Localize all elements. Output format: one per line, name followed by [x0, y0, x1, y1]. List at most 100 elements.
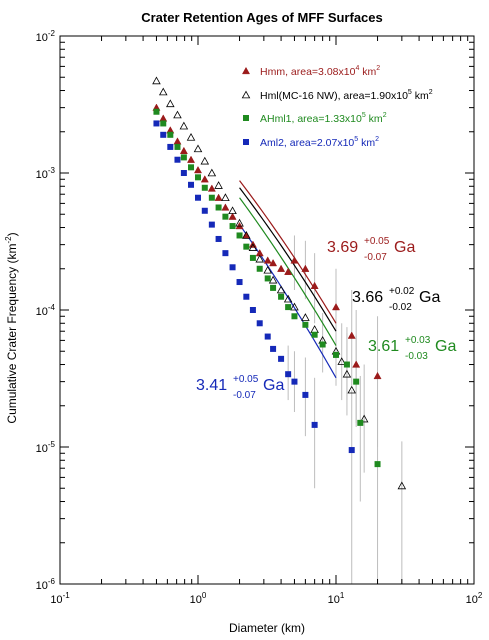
legend-label-exp: 5	[354, 136, 358, 143]
hmm-data-point	[347, 331, 356, 339]
hmm-data-point	[373, 371, 382, 380]
ahml1-data-point	[311, 331, 318, 338]
error-bars	[287, 235, 403, 584]
hml-data-point	[310, 325, 319, 333]
legend-label-unit: km	[412, 90, 429, 102]
legend-marker-hmm	[241, 66, 251, 75]
hmm-data-point	[214, 193, 223, 201]
x-tick-label-base: 10	[328, 594, 340, 606]
ahml1-data-point	[291, 313, 298, 320]
aml2-data-point	[311, 421, 318, 428]
legend-label-unit-exp: 2	[383, 112, 387, 119]
ahml1-data-point	[201, 184, 208, 191]
hmm-data-point	[186, 155, 196, 163]
legend-item-hmm: Hmm, area=3.08x104 km2	[241, 65, 380, 78]
x-tick-label-base: 10	[190, 594, 202, 606]
hmm-data-point	[173, 137, 182, 145]
ahml1-data-point	[353, 378, 360, 385]
y-axis-title-sup: -2	[4, 236, 13, 244]
legend-label-unit: km	[359, 66, 376, 78]
hml-data-point	[263, 265, 272, 274]
hmm-fit-curve	[239, 180, 337, 324]
y-tick-label-exp: -5	[48, 440, 56, 449]
ahml1-data-point	[188, 164, 195, 171]
age-unit-ahml1: Ga	[435, 338, 456, 355]
hml-data-point	[276, 285, 286, 294]
legend-label-exp: 5	[362, 112, 366, 119]
aml2-data-point	[264, 333, 271, 340]
hmm-data-point	[179, 146, 188, 155]
ahml1-data-point	[167, 131, 174, 138]
age-minus-ahml1: -0.03	[405, 351, 428, 362]
x-tick-label-base: 10	[50, 594, 62, 606]
data-points	[152, 76, 407, 490]
aml2-data-point	[153, 120, 160, 127]
ahml1-data-point	[270, 284, 277, 291]
age-plus-hmm: +0.05	[364, 236, 390, 247]
legend-item-ahml1: AHml1, area=1.33x105 km2	[243, 112, 387, 125]
legend-label-unit-exp: 2	[376, 65, 380, 72]
ahml1-data-point	[249, 254, 256, 261]
aml2-data-point	[243, 293, 250, 300]
legend-label-unit: km	[358, 137, 375, 149]
age-value-ahml1: 3.61	[368, 338, 399, 355]
hmm-data-point	[263, 256, 272, 264]
ahml1-data-point	[208, 194, 215, 201]
aml2-data-point	[180, 170, 187, 176]
age-value-hml: 3.66	[352, 289, 383, 306]
age-label-ahml1: 3.61 +0.03 -0.03 Ga	[368, 335, 456, 362]
aml2-data-point	[208, 221, 215, 228]
x-tick-label-exp: 2	[478, 591, 483, 600]
hml-data-point	[248, 243, 258, 251]
legend-item-aml2: Aml2, area=2.07x105 km2	[243, 136, 379, 149]
aml2-data-point	[201, 207, 208, 214]
hml-fit-curve	[239, 187, 337, 332]
legend-label-text: Hmm, area=3.08x10	[260, 66, 356, 78]
aml2-data-point	[348, 447, 355, 454]
y-tick-label: 10-3	[36, 166, 56, 181]
ahml1-data-point	[222, 213, 229, 220]
hml-data-point	[158, 87, 168, 96]
legend-label-text: Hml(MC-16 NW), area=1.90x10	[260, 90, 408, 102]
legend-label-exp: 5	[408, 89, 412, 96]
legend-marker-ahml1	[243, 115, 249, 121]
hmm-data-point	[284, 267, 293, 275]
hml-data-point	[347, 385, 357, 394]
age-value-hmm: 3.69	[327, 239, 358, 256]
y-tick-label-exp: -6	[48, 577, 56, 586]
age-minus-aml2: -0.07	[233, 390, 256, 401]
aml2-data-point	[188, 181, 195, 188]
aml2-data-point	[270, 345, 277, 352]
y-axis-title-main: Cumulative Crater Frequency (km	[5, 244, 19, 424]
hml-data-point	[268, 275, 278, 284]
legend-item-hml: Hml(MC-16 NW), area=1.90x105 km2	[241, 89, 433, 102]
hml-data-point	[342, 369, 352, 378]
x-tick-label: 10-1	[50, 591, 70, 606]
ahml1-data-point	[302, 321, 309, 328]
aml2-data-point	[215, 235, 222, 242]
aml2-data-point	[291, 378, 298, 385]
legend-label-unit-exp: 2	[375, 136, 379, 143]
x-tick-label-base: 10	[466, 594, 478, 606]
legend-marker-hml	[241, 90, 251, 99]
hmm-data-point	[269, 258, 278, 267]
aml2-data-point	[236, 279, 243, 286]
legend-label-text: AHml1, area=1.33x10	[260, 113, 362, 125]
hml-data-point	[179, 121, 189, 130]
aml2-data-point	[222, 250, 229, 257]
legend-label-exp: 4	[355, 65, 359, 72]
hml-data-point	[228, 206, 237, 215]
hmm-data-point	[207, 184, 216, 192]
y-tick-label: 10-2	[36, 29, 56, 44]
ahml1-data-point	[215, 204, 222, 211]
aml2-data-point	[167, 143, 174, 150]
age-plus-aml2: +0.05	[233, 374, 259, 385]
hmm-data-point	[290, 256, 299, 264]
ahml1-data-point	[229, 223, 236, 230]
x-tick-label: 101	[328, 591, 345, 606]
x-tick-label-exp: 1	[340, 591, 345, 600]
hml-data-point	[221, 193, 230, 202]
age-label-hmm: 3.69 +0.05 -0.07 Ga	[327, 236, 415, 263]
x-tick-label: 100	[190, 591, 207, 606]
